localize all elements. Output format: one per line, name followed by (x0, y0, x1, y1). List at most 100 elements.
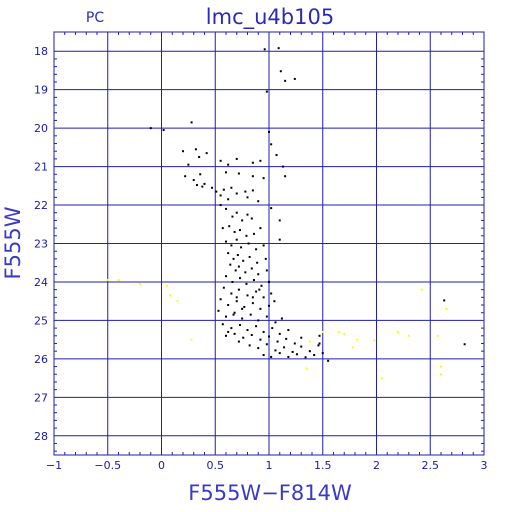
star-point (187, 163, 190, 166)
star-point (270, 143, 273, 146)
grid-lines (54, 32, 484, 455)
star-point (233, 332, 236, 335)
star-point (245, 282, 248, 285)
star-point (229, 263, 232, 266)
star-point (246, 329, 249, 332)
x-tick-label: −1 (46, 459, 62, 472)
star-point (222, 286, 225, 289)
star-point (260, 284, 263, 287)
star-point (211, 186, 214, 189)
star-point (277, 47, 280, 50)
star-point (219, 204, 222, 207)
star-point (250, 267, 253, 270)
star-point (238, 229, 241, 232)
star-point (278, 219, 281, 222)
star-point (246, 213, 249, 216)
faint-star-point (139, 282, 141, 285)
faint-star-point (169, 294, 172, 297)
star-point (257, 273, 260, 276)
star-point (227, 163, 230, 166)
star-point (275, 154, 278, 157)
star-point (287, 329, 290, 332)
star-point (149, 127, 152, 130)
star-point (227, 330, 230, 333)
plot-frame (53, 31, 485, 456)
star-point (240, 246, 243, 249)
star-point (259, 159, 262, 162)
star-point (274, 349, 277, 352)
star-point (262, 330, 265, 333)
faint-star-point (356, 338, 359, 341)
star-point (270, 292, 273, 295)
star-point (203, 182, 206, 185)
star-point (279, 70, 282, 73)
x-tick-label: 0.5 (207, 459, 225, 472)
star-point (278, 238, 281, 241)
star-point (198, 155, 201, 158)
star-point (182, 150, 184, 153)
star-point (255, 290, 258, 293)
star-point (237, 340, 240, 343)
star-point (235, 300, 238, 303)
faint-star-point (436, 334, 439, 337)
x-tick-label: 3 (481, 459, 488, 472)
star-point (244, 271, 247, 274)
star-point (219, 159, 222, 162)
y-tick-label: 18 (34, 45, 48, 58)
star-point (262, 244, 265, 247)
star-point (327, 359, 330, 362)
star-point (192, 179, 195, 182)
star-point (295, 353, 298, 356)
star-point (247, 242, 250, 245)
y-axis-title: F555W (1, 206, 25, 279)
star-point (250, 334, 253, 337)
star-point (246, 294, 249, 297)
star-point (219, 194, 222, 197)
star-point (259, 307, 262, 310)
star-point (235, 211, 238, 214)
star-point (268, 130, 270, 133)
star-point (205, 152, 208, 155)
faint-star-point (351, 346, 354, 349)
star-point (300, 336, 303, 339)
star-point (238, 277, 241, 280)
star-point (217, 309, 220, 312)
star-point (270, 355, 273, 358)
star-point (234, 269, 237, 272)
faint-star-point (440, 373, 442, 376)
star-point (271, 327, 274, 330)
star-point (232, 257, 235, 260)
star-point (230, 292, 233, 295)
star-point (227, 304, 230, 307)
star-point (259, 227, 262, 230)
star-point (236, 254, 239, 257)
star-point (251, 189, 254, 192)
faint-star-point (337, 330, 340, 333)
star-point (255, 248, 258, 251)
star-point (284, 79, 287, 82)
star-point (291, 350, 294, 353)
star-point (233, 311, 236, 314)
star-point (304, 356, 307, 359)
y-tick-label: 19 (34, 84, 48, 97)
star-point (235, 192, 238, 195)
star-point (278, 332, 281, 335)
star-point (231, 280, 234, 283)
faint-star-point (305, 367, 308, 370)
data-points (106, 47, 466, 380)
star-point (265, 90, 268, 93)
star-point (255, 325, 258, 328)
faint-star-point (190, 338, 193, 341)
faint-star-point (106, 279, 109, 282)
star-point (184, 175, 187, 178)
y-tick-label: 21 (34, 161, 48, 174)
y-tick-label: 28 (34, 430, 48, 443)
star-point (241, 219, 244, 222)
star-point (237, 288, 240, 291)
star-point (281, 165, 284, 168)
star-point (201, 185, 204, 188)
faint-star-point (343, 332, 346, 335)
star-point (268, 304, 270, 307)
x-tick-label: 2.5 (422, 459, 440, 472)
star-point (268, 280, 270, 283)
